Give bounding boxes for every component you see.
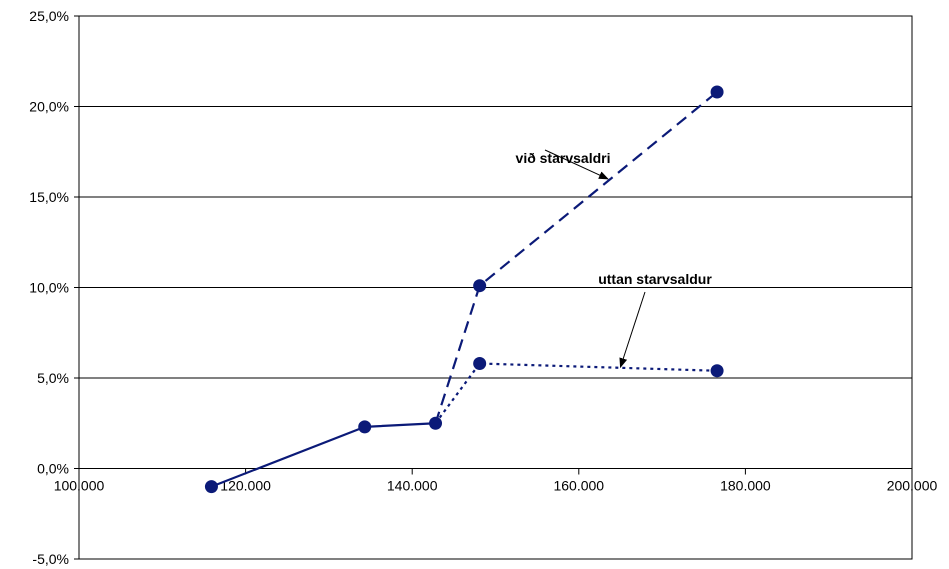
data-point [204,480,218,494]
y-tick-label: -5,0% [32,551,69,567]
x-tick-label: 160.000 [553,478,604,494]
data-point [429,416,443,430]
y-tick-label: 25,0% [29,8,69,24]
annotation-label: uttan starvsaldur [598,271,712,287]
data-point [710,364,724,378]
y-tick-label: 20,0% [29,99,69,115]
y-tick-label: 10,0% [29,280,69,296]
x-tick-label: 140.000 [387,478,438,494]
y-tick-label: 0,0% [37,461,69,477]
axes: -5,0% 0,0% 5,0% 10,0% 15,0% 20,0% 25,0% 100.000… [29,8,937,567]
x-tick-label: 180.000 [720,478,771,494]
x-tick-label: 120.000 [220,478,271,494]
data-point [473,279,487,293]
annotation-arrow [544,149,609,180]
y-tick-label: 5,0% [37,370,69,386]
annotation-arrow [619,291,646,369]
series-line-dotted [434,362,718,424]
x-tick-label: 200.000 [887,478,938,494]
data-point [473,357,487,371]
x-tick-label: 100.000 [54,478,105,494]
markers [204,85,724,494]
data-point [358,420,372,434]
data-point [710,85,724,99]
y-tick-label: 15,0% [29,189,69,205]
